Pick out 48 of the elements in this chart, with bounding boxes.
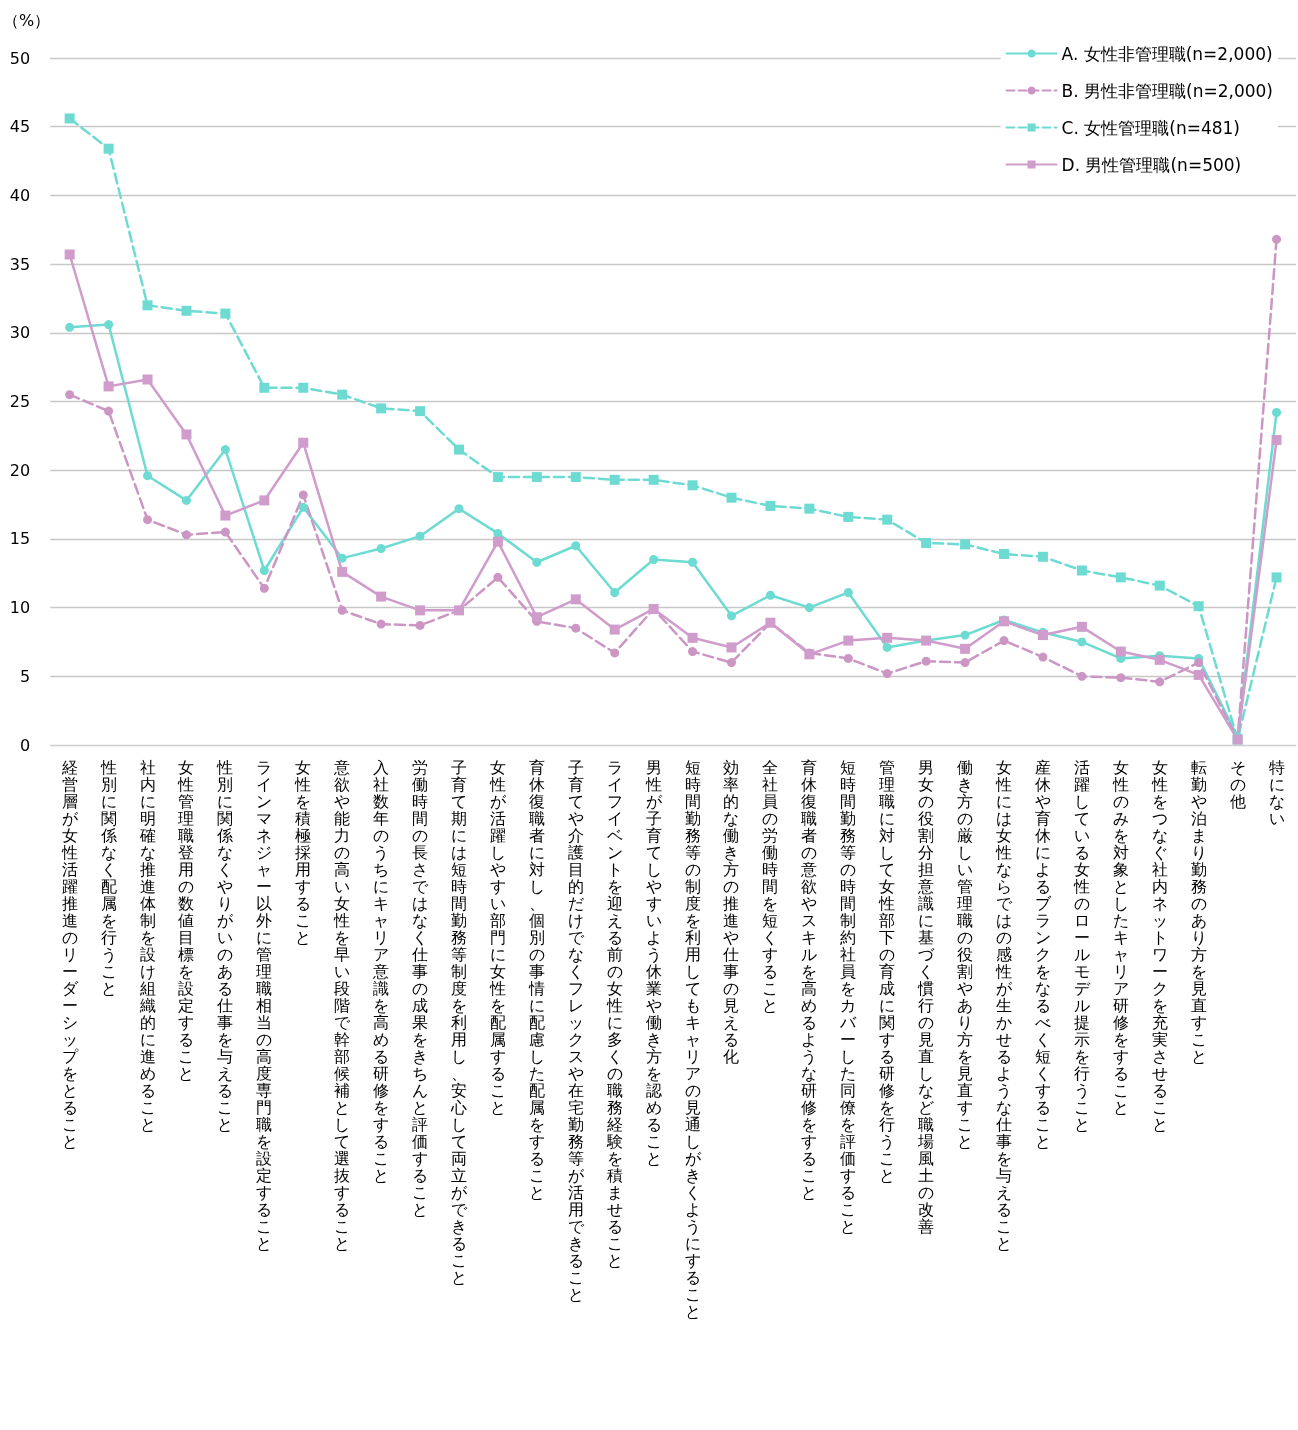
- category-label: 全社員の労働時間を短くすること: [762, 758, 779, 1015]
- legend-label: C. 女性管理職(n=481): [1061, 117, 1240, 138]
- category-label: 活躍している女性のロールモデル提示を行うこと: [1073, 758, 1090, 1134]
- category-label: 管理職に対して女性部下の育成に関する研修を行うこと: [879, 758, 896, 1185]
- y-tick-label: 30: [9, 323, 31, 343]
- y-tick-label: 20: [9, 460, 31, 480]
- category-label: 労働時間の長さではなく仕事の成果をきちんと評価すること: [412, 758, 429, 1219]
- category-label: 子育てや介護目的だけでなくフレックスや在宅勤務等が活用できること: [567, 758, 584, 1304]
- category-label: 女性が活躍しやすい部門に女性を配属すること: [489, 758, 506, 1117]
- category-label: 子育て期には短時間勤務等制度を利用し、安心して両立ができること: [450, 758, 467, 1287]
- category-label: 産休や育休によるブランクをなるべく短くすること: [1034, 758, 1051, 1151]
- category-label: 性別に関係なく配属を行うこと: [100, 758, 117, 998]
- category-label: 転勤や泊まり勤務のあり方を見直すこと: [1190, 758, 1207, 1066]
- category-label: 育休復職者に対し、個別の事情に配慮した配属をすること: [528, 758, 545, 1202]
- x-tick-label: 特にない: [1268, 758, 1285, 828]
- category-label: 性別に関係なくやりがいのある仕事を与えること: [217, 758, 234, 1134]
- legend-label: A. 女性非管理職(n=2,000): [1061, 43, 1273, 64]
- legend-label: D. 男性管理職(n=500): [1061, 154, 1242, 175]
- category-label: 女性のみを対象としたキャリア研修をすること: [1112, 758, 1129, 1117]
- category-label: ライフイベントを迎える前の女性に多くの職務経験を積ませること: [606, 758, 623, 1270]
- category-label: 効率的な働き方の推進や仕事の見える化: [723, 758, 740, 1066]
- category-label: 社内に明確な推進体制を設け組織的に進めること: [139, 758, 156, 1134]
- y-tick-label: 10: [9, 598, 31, 618]
- y-tick-label: 40: [9, 185, 31, 205]
- category-label: 女性には女性ならではの感性が生かせるような仕事を与えること: [996, 758, 1013, 1253]
- y-tick-label: 35: [9, 254, 31, 274]
- y-axis-title: （%）: [3, 10, 51, 30]
- category-label: 女性管理職登用の数値目標を設定すること: [178, 758, 195, 1083]
- category-label: 経営層が女性活躍推進のリーダーシップをとること: [61, 758, 78, 1151]
- y-tick-label: 25: [9, 392, 31, 411]
- category-label: 短時間勤務等の時間制約社員をカバーした同僚を評価すること: [840, 758, 857, 1236]
- category-label: 女性を積極採用すること: [295, 758, 312, 947]
- category-label: 女性をつなぐ社内ネットワークを充実させること: [1151, 758, 1168, 1134]
- category-label: ラインマネジャー以外に管理職相当の高度専門職を設定すること: [256, 758, 273, 1253]
- category-label: 短時間勤務等の制度を利用してもキャリアの見通しがきくようにすること: [684, 758, 701, 1321]
- y-tick-label: 5: [20, 666, 31, 686]
- y-tick-label: 0: [20, 735, 31, 755]
- legend-label: B. 男性非管理職(n=2,000): [1061, 80, 1273, 101]
- y-tick-label: 45: [9, 117, 31, 137]
- category-label: 男女の役割分担意識に基づく慣行の見直しなど職場風土の改善: [918, 758, 935, 1236]
- category-label: 男性が子育てしやすいよう休業や働き方を認めること: [645, 758, 662, 1168]
- x-tick-label: その他: [1229, 758, 1246, 811]
- category-label: 入社数年のうちにキャリア意識を高める研修をすること: [373, 758, 390, 1185]
- y-tick-label: 50: [9, 48, 31, 68]
- category-label: 意欲や能力の高い女性を早い段階で幹部候補として選抜すること: [334, 758, 351, 1253]
- category-label: 育休復職者の意欲やスキルを高めるような研修をすること: [801, 758, 818, 1202]
- category-label: 働き方の厳しい管理職の役割やあり方を見直すこと: [957, 758, 974, 1151]
- y-tick-label: 15: [9, 529, 31, 549]
